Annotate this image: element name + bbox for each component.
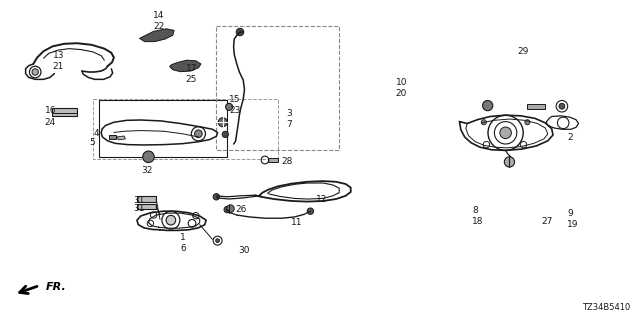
Text: 1
6: 1 6 [180,233,186,253]
Circle shape [213,194,220,200]
Circle shape [483,100,493,111]
Circle shape [504,157,515,167]
Text: 32: 32 [141,166,152,175]
Bar [137,204,156,209]
Polygon shape [268,158,278,162]
Polygon shape [109,135,116,139]
Text: 28: 28 [282,157,293,166]
Text: 31: 31 [133,196,145,204]
Text: 27: 27 [541,217,553,226]
Text: 5: 5 [89,138,95,147]
Circle shape [195,130,202,138]
Text: 9
19: 9 19 [567,209,579,229]
Text: 8
18: 8 18 [472,206,484,226]
Text: 26: 26 [236,205,247,214]
Polygon shape [170,60,201,72]
Circle shape [226,103,233,110]
Bar [137,196,156,202]
Circle shape [216,239,220,243]
Bar [527,104,545,109]
Text: FR.: FR. [46,282,67,292]
Text: TZ34B5410: TZ34B5410 [582,303,630,312]
Bar [52,108,77,116]
Bar [93,99,278,159]
Text: 3
7: 3 7 [286,109,292,129]
Bar [216,26,339,150]
Text: 10
20: 10 20 [396,78,407,98]
Circle shape [559,103,564,109]
Circle shape [143,151,154,163]
Circle shape [218,118,227,127]
Polygon shape [140,29,174,42]
Circle shape [525,120,530,125]
Circle shape [32,69,38,75]
Text: 13
21: 13 21 [52,51,64,71]
Text: 30: 30 [238,246,250,255]
Text: 4: 4 [93,129,99,138]
Text: 31: 31 [133,204,145,212]
Text: 29: 29 [517,47,529,56]
Bar [99,100,227,157]
Circle shape [307,208,314,214]
Text: 12: 12 [316,195,328,204]
Circle shape [166,215,176,225]
Circle shape [481,120,486,125]
Text: 16
24: 16 24 [45,107,56,126]
Polygon shape [117,136,125,140]
Circle shape [500,127,511,139]
Text: 11: 11 [291,218,302,227]
Circle shape [236,28,244,36]
Circle shape [227,205,234,212]
Circle shape [224,206,230,213]
Circle shape [222,131,228,138]
Text: 2: 2 [567,133,573,142]
Text: 15
23: 15 23 [229,95,241,115]
Text: 17
25: 17 25 [186,64,197,84]
Text: 14
22: 14 22 [153,11,164,31]
